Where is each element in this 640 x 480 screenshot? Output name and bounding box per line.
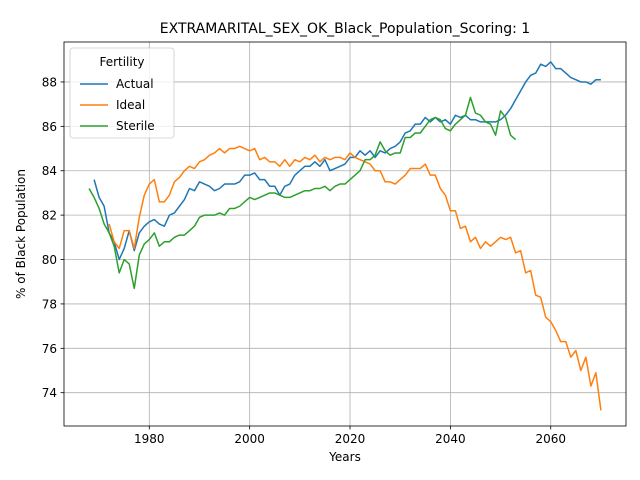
x-tick-label: 2040	[435, 432, 466, 446]
series-line-actual	[93, 61, 601, 261]
y-tick-label: 84	[42, 164, 57, 178]
gridlines	[64, 42, 626, 426]
y-tick-label: 80	[42, 253, 57, 267]
y-axis-label: % of Black Population	[14, 169, 28, 299]
legend-label-actual: Actual	[116, 77, 154, 91]
series-lines	[88, 61, 602, 411]
y-tick-label: 78	[42, 297, 57, 311]
y-axis-ticks: 74 76 78 80 82 84 86 88	[42, 75, 64, 400]
series-line-ideal	[108, 145, 602, 411]
y-tick-label: 86	[42, 120, 57, 134]
legend-box	[69, 47, 175, 139]
x-tick-label: 2060	[535, 432, 566, 446]
plot-frame	[63, 41, 627, 427]
x-tick-label: 2000	[234, 432, 265, 446]
y-tick-label: 76	[42, 342, 57, 356]
legend-label-sterile: Sterile	[116, 119, 155, 133]
legend-label-ideal: Ideal	[116, 98, 145, 112]
y-tick-label: 82	[42, 209, 57, 223]
series-line-sterile	[88, 96, 517, 290]
x-axis-ticks: 1980 2000 2020 2040 2060	[134, 426, 566, 446]
x-tick-label: 2020	[335, 432, 366, 446]
chart-title: EXTRAMARITAL_SEX_OK_Black_Population_Sco…	[160, 21, 530, 37]
legend-title: Fertility	[99, 55, 144, 69]
x-tick-label: 1980	[134, 432, 165, 446]
y-tick-label: 88	[42, 75, 57, 89]
legend: Fertility Actual Ideal Sterile	[69, 47, 175, 139]
x-axis-label: Years	[328, 450, 361, 464]
y-tick-label: 74	[42, 386, 57, 400]
